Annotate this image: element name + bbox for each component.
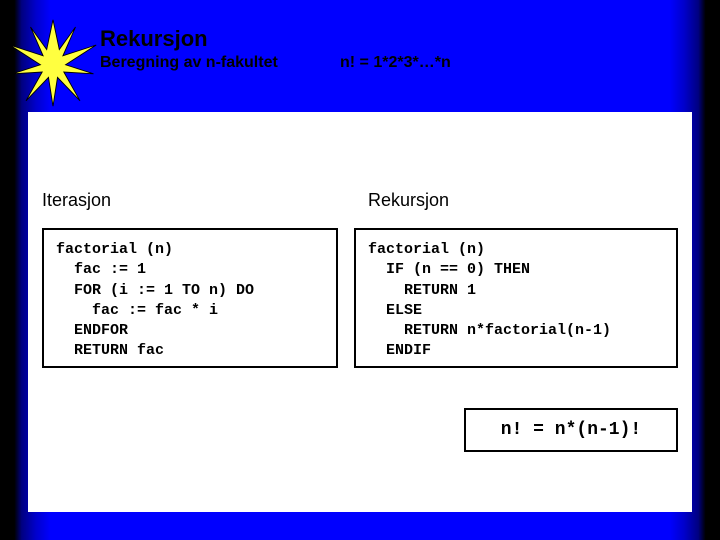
- recursion-code-box: factorial (n) IF (n == 0) THEN RETURN 1 …: [354, 228, 678, 368]
- iteration-code-box: factorial (n) fac := 1 FOR (i := 1 TO n)…: [42, 228, 338, 368]
- starburst-icon: [8, 18, 98, 108]
- slide-subtitle: Beregning av n-fakultet: [100, 54, 278, 72]
- iteration-header: Iterasjon: [42, 190, 111, 211]
- slide-title: Rekursjon: [100, 26, 208, 52]
- bottom-formula-text: n! = n*(n-1)!: [501, 420, 641, 440]
- bottom-formula-box: n! = n*(n-1)!: [464, 408, 678, 452]
- top-formula: n! = 1*2*3*…*n: [340, 54, 451, 72]
- content-area: Iterasjon Rekursjon factorial (n) fac :=…: [28, 112, 692, 512]
- recursion-header: Rekursjon: [368, 190, 449, 211]
